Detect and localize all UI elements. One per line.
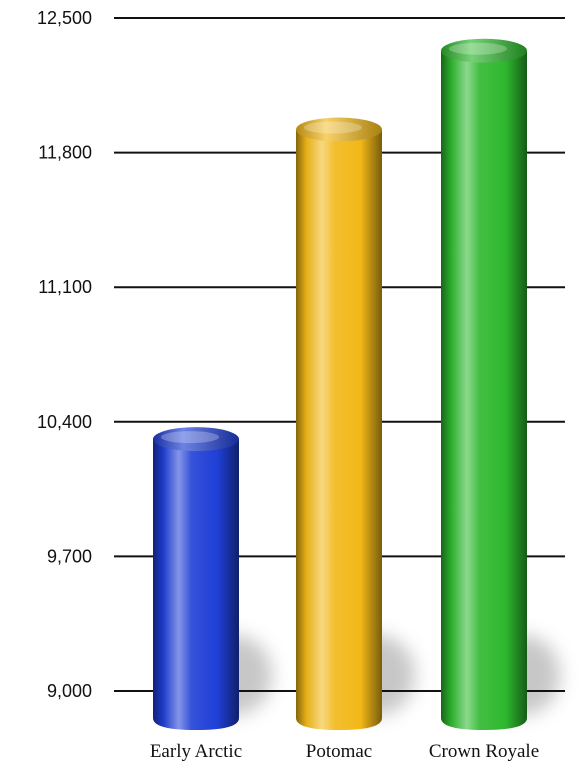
x-tick-label: Early Arctic	[150, 741, 242, 762]
bar-cap-highlight	[161, 431, 219, 444]
y-tick-label: 9,700	[47, 546, 92, 566]
bar	[153, 427, 239, 730]
bar-body	[441, 50, 527, 730]
bar-cap-highlight	[304, 121, 362, 134]
bars	[153, 38, 527, 731]
bar-body	[153, 439, 239, 730]
y-tick-label: 11,800	[38, 143, 92, 163]
bar	[441, 38, 527, 730]
bar-cap	[153, 427, 239, 452]
x-tick-label: Crown Royale	[429, 741, 539, 762]
bar-cap	[296, 117, 382, 142]
bar-cap	[441, 38, 527, 63]
y-tick-label: 10,400	[37, 412, 92, 432]
x-tick-label: Potomac	[306, 741, 373, 762]
bar-cap-highlight	[449, 42, 507, 55]
x-axis-ticks: Early Arctic Potomac Crown Royale	[150, 741, 539, 762]
y-axis-ticks: 9,000 9,700 10,400 11,100 11,800 12,500	[37, 8, 92, 701]
y-tick-label: 11,100	[38, 277, 92, 297]
y-tick-label: 9,000	[47, 681, 92, 701]
bar	[296, 117, 382, 731]
bar-body	[296, 129, 382, 731]
y-tick-label: 12,500	[37, 8, 92, 28]
